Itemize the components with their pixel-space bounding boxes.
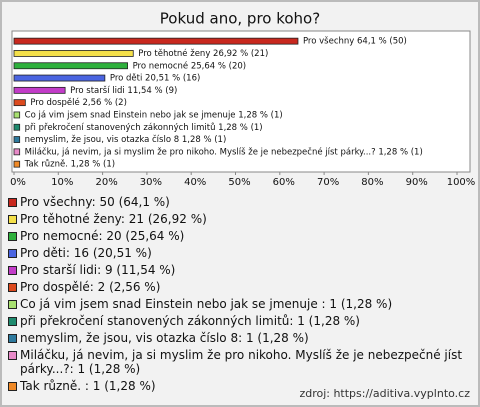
legend-swatch bbox=[8, 232, 17, 241]
x-tick-label: 100% bbox=[447, 177, 476, 188]
legend-item: Pro nemocné: 20 (25,64 %) bbox=[6, 229, 472, 243]
bar bbox=[13, 123, 21, 131]
source: zdroj: https://aditiva.vyplnto.cz bbox=[299, 387, 470, 400]
x-tick-label: 30% bbox=[140, 177, 162, 188]
bar bbox=[13, 160, 21, 168]
value-label: Pro starší lidi 11,54 % (9) bbox=[70, 85, 177, 96]
legend-item: Pro děti: 16 (20,51 %) bbox=[6, 246, 472, 260]
legend-text: Tak různě. : 1 (1,28 %) bbox=[20, 379, 156, 393]
bar bbox=[13, 37, 299, 45]
bar bbox=[13, 111, 21, 119]
legend-swatch bbox=[8, 266, 17, 275]
bar bbox=[13, 86, 66, 94]
value-label: Pro všechny 64,1 % (50) bbox=[303, 36, 407, 47]
bar bbox=[13, 62, 128, 70]
x-tick-label: 70% bbox=[317, 177, 339, 188]
legend-swatch bbox=[8, 334, 17, 343]
value-label: nemyslim, že jsou, vis otazka číslo 8 1,… bbox=[25, 134, 227, 145]
legend-text: Pro dospělé: 2 (2,56 %) bbox=[20, 280, 161, 294]
bar bbox=[13, 136, 21, 143]
legend-swatch bbox=[8, 351, 17, 360]
x-tick-label: 60% bbox=[273, 177, 295, 188]
legend-swatch bbox=[8, 300, 17, 309]
legend-item: nemyslim, že jsou, vis otazka číslo 8: 1… bbox=[6, 331, 472, 345]
legend-text: nemyslim, že jsou, vis otazka číslo 8: 1… bbox=[20, 331, 309, 345]
legend: Pro všechny: 50 (64,1 %) Pro těhotné ženy… bbox=[6, 195, 472, 396]
bar bbox=[13, 50, 134, 57]
legend-swatch bbox=[8, 215, 17, 224]
legend-item: Miláčku, já nevim, ja si myslim že pro n… bbox=[6, 348, 472, 376]
x-tick-label: 20% bbox=[95, 177, 117, 188]
value-label: Miláčku, já nevim, ja si myslim že pro n… bbox=[25, 146, 423, 157]
chart-title: Pokud ano, pro koho? bbox=[160, 10, 320, 28]
x-tick-label: 80% bbox=[361, 177, 383, 188]
legend-item: Pro těhotné ženy: 21 (26,92 %) bbox=[6, 212, 472, 226]
x-tick-label: 40% bbox=[184, 177, 206, 188]
legend-swatch bbox=[8, 198, 17, 207]
legend-item: Pro všechny: 50 (64,1 %) bbox=[6, 195, 472, 209]
legend-item: Pro dospělé: 2 (2,56 %) bbox=[6, 280, 472, 294]
legend-swatch bbox=[8, 249, 17, 258]
legend-item: Tak různě. : 1 (1,28 %) bbox=[6, 379, 472, 393]
legend-text: Pro děti: 16 (20,51 %) bbox=[20, 246, 152, 260]
legend-text: Pro těhotné ženy: 21 (26,92 %) bbox=[20, 212, 207, 226]
legend-swatch bbox=[8, 382, 17, 391]
value-label: Pro dospělé 2,56 % (2) bbox=[30, 97, 127, 108]
value-label: Pro děti 20,51 % (16) bbox=[110, 74, 200, 84]
legend-swatch bbox=[8, 283, 17, 292]
x-tick-label: 50% bbox=[228, 177, 250, 188]
legend-text: Co já vim jsem snad Einstein nebo jak se… bbox=[20, 297, 393, 311]
value-label: Co já vim jsem snad Einstein nebo jak se… bbox=[25, 110, 283, 120]
x-tick-label: 90% bbox=[406, 177, 428, 188]
x-tick-label: 0% bbox=[10, 177, 26, 188]
bar bbox=[13, 99, 26, 107]
legend-text: Pro starší lidi: 9 (11,54 %) bbox=[20, 263, 176, 277]
value-label: Pro nemocné 25,64 % (20) bbox=[133, 60, 247, 71]
legend-text: Miláčku, já nevim, ja si myslim že pro n… bbox=[20, 348, 463, 376]
value-label: při překročení stanovených zákonných lim… bbox=[25, 122, 263, 133]
legend-text: Pro všechny: 50 (64,1 %) bbox=[20, 195, 170, 209]
legend-item: Pro starší lidi: 9 (11,54 %) bbox=[6, 263, 472, 277]
legend-text: Pro nemocné: 20 (25,64 %) bbox=[20, 229, 185, 243]
value-label: Tak různě. 1,28 % (1) bbox=[24, 159, 115, 170]
bar bbox=[13, 74, 106, 82]
bar bbox=[13, 148, 21, 156]
legend-swatch bbox=[8, 317, 17, 326]
legend-text: při překročení stanovených zákonných lim… bbox=[20, 314, 360, 328]
legend-item: při překročení stanovených zákonných lim… bbox=[6, 314, 472, 328]
legend-item: Co já vim jsem snad Einstein nebo jak se… bbox=[6, 297, 472, 311]
x-tick-label: 10% bbox=[51, 177, 73, 188]
value-label: Pro těhotné ženy 26,92 % (21) bbox=[138, 48, 268, 59]
chart: Pokud ano, pro koho? 0% 10% 20% 30% 40% 50% 60… bbox=[10, 10, 476, 189]
